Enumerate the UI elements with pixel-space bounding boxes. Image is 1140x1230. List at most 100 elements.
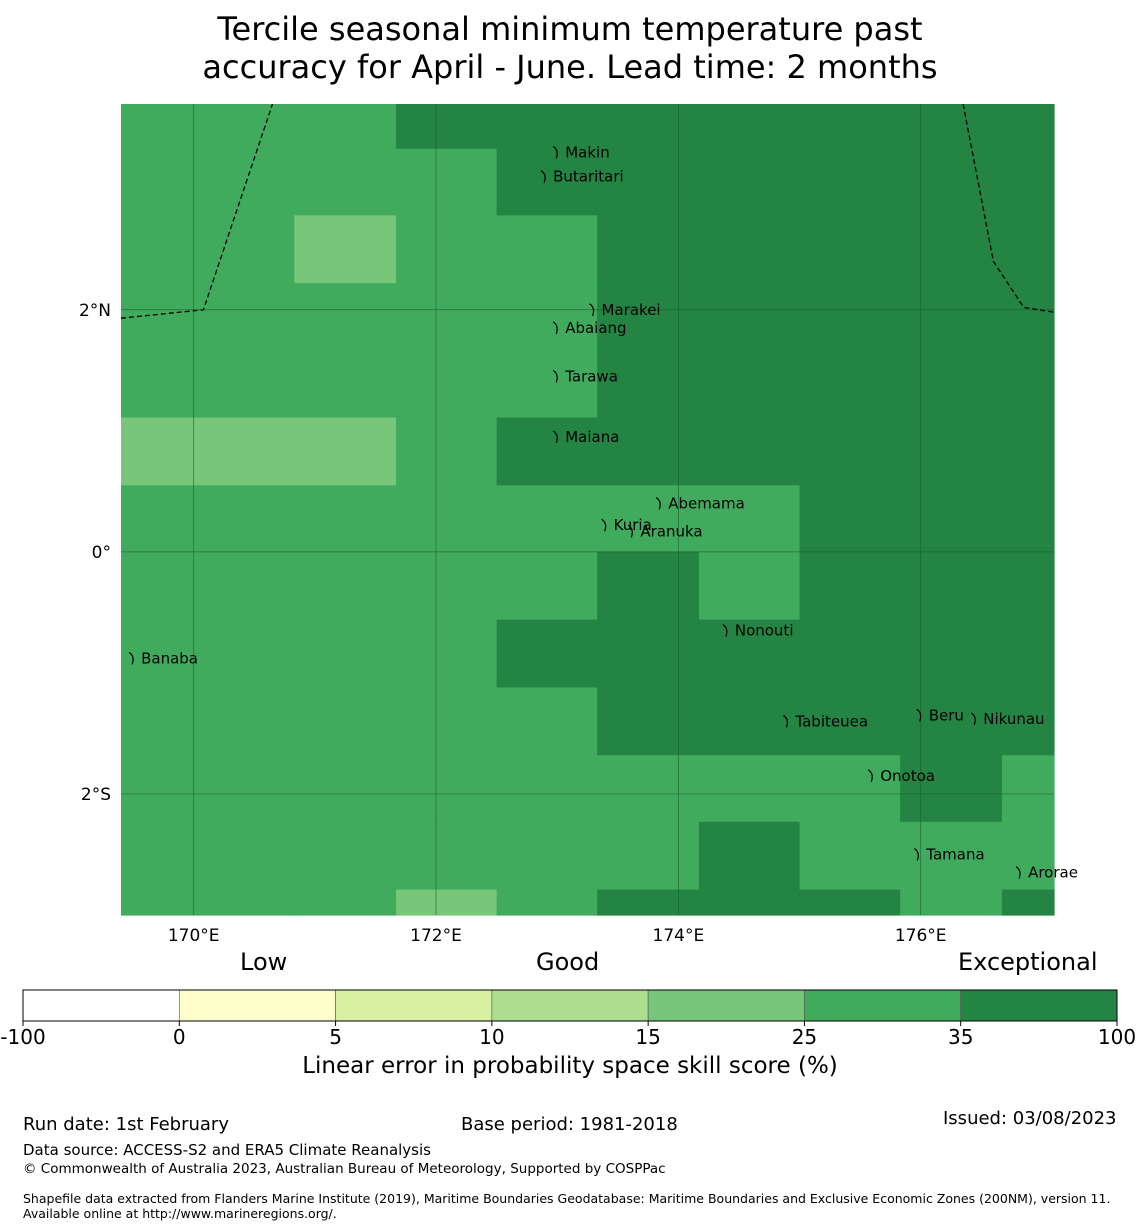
island-label: Nonouti: [735, 622, 794, 640]
grid-cell: [496, 551, 598, 621]
copyright-notice: © Commonwealth of Australia 2023, Austra…: [23, 1161, 666, 1177]
island-label: Kuria: [614, 516, 652, 534]
grid-cell: [799, 148, 901, 216]
run-date: Run date: 1st February: [23, 1114, 229, 1135]
grid-cell: [193, 283, 295, 351]
lon-tick-label: 170°E: [168, 926, 220, 946]
island-label: Onotoa: [880, 767, 935, 785]
grid-cell: [698, 349, 801, 419]
grid-cell: [597, 417, 700, 486]
grid-cell: [900, 283, 1003, 351]
grid-cell: [496, 104, 598, 150]
grid-cell: [799, 417, 901, 486]
grid-cell: [900, 215, 1003, 284]
lat-tick-label: 2°S: [81, 785, 111, 805]
grid-cell: [496, 821, 598, 891]
lat-tick-label: 0°: [92, 543, 111, 563]
grid-cell: [597, 104, 700, 150]
grid-cell: [1001, 755, 1055, 823]
colorbar-tick-label: 5: [329, 1025, 342, 1049]
grid-cell: [799, 821, 901, 891]
grid-cell: [121, 349, 195, 419]
grid-cell: [1001, 104, 1055, 150]
grid-cell: [396, 104, 498, 150]
island-outline: [913, 847, 919, 861]
grid-cell: [597, 551, 700, 621]
island-outline: [722, 624, 728, 637]
grid-cell: [900, 755, 1003, 823]
grid-cell: [496, 417, 598, 486]
colorbar-swatch: [335, 989, 493, 1022]
island-outline: [589, 303, 595, 316]
grid-cell: [496, 755, 598, 823]
data-source: Data source: ACCESS-S2 and ERA5 Climate …: [23, 1141, 431, 1159]
eez-boundary-line: [962, 103, 1055, 313]
grid-cell: [294, 551, 397, 621]
island-outline: [783, 714, 789, 728]
island-outline: [627, 524, 633, 538]
grid-cell: [698, 104, 801, 150]
island-label: Tabiteuea: [794, 712, 868, 730]
grid-cell: [1001, 485, 1055, 553]
grid-cell: [698, 551, 801, 621]
grid-cell: [1001, 821, 1055, 891]
grid-cell: [496, 889, 598, 916]
skill-grid: [121, 104, 1055, 916]
grid-cell: [121, 485, 195, 553]
axis-ticks: 170°E 172°E 174°E 176°E 2°N 0° 2°S: [79, 301, 947, 946]
colorbar-swatch: [22, 989, 180, 1022]
issued-date: Issued: 03/08/2023: [943, 1108, 1117, 1129]
island-outline: [1015, 866, 1021, 879]
island-label: Arorae: [1028, 864, 1078, 882]
grid-cell: [799, 485, 901, 553]
grid-cell: [294, 417, 397, 486]
island-outline: [540, 170, 546, 183]
island-label: Aranuka: [640, 522, 702, 540]
grid-cell: [799, 619, 901, 689]
grid-cell: [193, 148, 295, 216]
grid-cell: [294, 148, 397, 216]
grid-cell: [698, 755, 801, 823]
colorbar-tick-label: 15: [635, 1025, 660, 1049]
island-label: Nikunau: [983, 710, 1044, 728]
grid-cell: [799, 104, 901, 150]
map-title: Tercile seasonal minimum temperature pas…: [0, 10, 1140, 86]
grid-cell: [1001, 551, 1055, 621]
grid-cell: [496, 349, 598, 419]
grid-cell: [1001, 889, 1055, 916]
grid-cell: [294, 215, 397, 284]
grid-cell: [698, 821, 801, 891]
grid-cell: [597, 485, 700, 553]
grid-cell: [799, 755, 901, 823]
grid-cell: [698, 889, 801, 916]
colorbar-tick-label: 35: [948, 1025, 973, 1049]
island-label: Tamana: [925, 845, 984, 863]
grid-cell: [294, 687, 397, 756]
island-outline: [552, 430, 558, 444]
colorbar-tick-label: 0: [173, 1025, 186, 1049]
grid-cell: [900, 551, 1003, 621]
island-label: Abaiang: [565, 319, 626, 337]
grid-cell: [121, 821, 195, 891]
colorbar-swatch: [960, 989, 1118, 1022]
grid-cell: [799, 349, 901, 419]
grid-cell: [396, 821, 498, 891]
grid-cell: [294, 349, 397, 419]
grid-cell: [193, 349, 295, 419]
grid-cell: [799, 215, 901, 284]
grid-cell: [698, 687, 801, 756]
grid-cell: [1001, 417, 1055, 486]
colorbar-frame: [22, 989, 1118, 1022]
grid-cell: [294, 889, 397, 916]
grid-cell: [698, 148, 801, 216]
grid-cell: [698, 215, 801, 284]
grid-cell: [121, 551, 195, 621]
grid-cell: [1001, 619, 1055, 689]
colorbar-category-good: Good: [536, 948, 600, 976]
grid-cell: [496, 215, 598, 284]
grid-cell: [1001, 148, 1055, 216]
island-label: Tarawa: [564, 367, 618, 385]
lon-tick-label: 176°E: [895, 926, 947, 946]
grid-cell: [496, 283, 598, 351]
grid-cell: [193, 755, 295, 823]
